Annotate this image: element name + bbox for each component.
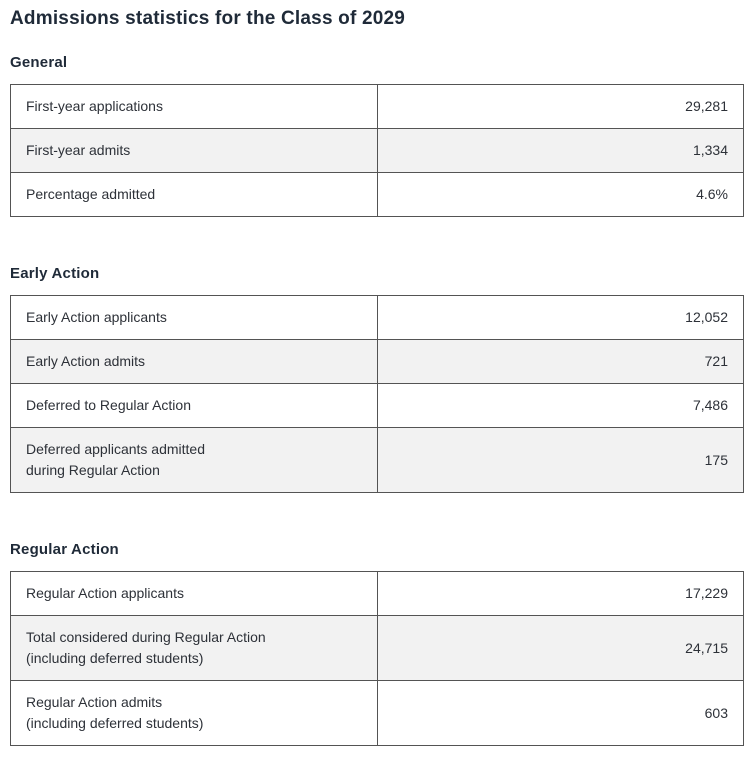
page-title: Admissions statistics for the Class of 2… [10, 8, 406, 29]
row-value: 29,281 [376, 84, 744, 129]
stats-table-body: Early Action applicants 12,052 Early Act… [10, 295, 744, 493]
stats-section: Early Action Early Action applicants 12,… [10, 265, 744, 493]
row-label: Deferred applicants admitted during Regu… [10, 427, 378, 493]
table-row: Total considered during Regular Action (… [10, 615, 744, 681]
stats-section: Regular Action Regular Action applicants… [10, 541, 744, 746]
row-value: 1,334 [376, 128, 744, 173]
stats-table-body: First-year applications 29,281 First-yea… [10, 84, 744, 217]
row-label: Regular Action applicants [10, 571, 378, 616]
row-label: First-year admits [10, 128, 378, 173]
section-heading: General [10, 54, 68, 71]
row-value: 4.6% [376, 172, 744, 217]
stats-table: Regular Action applicants 17,229 Total c… [10, 571, 744, 746]
sections: General First-year applications 29,281 F… [10, 54, 744, 746]
table-row: Deferred to Regular Action 7,486 [10, 383, 744, 428]
table-row: Deferred applicants admitted during Regu… [10, 427, 744, 493]
row-value: 24,715 [376, 615, 744, 681]
row-label: Percentage admitted [10, 172, 378, 217]
row-label: Regular Action admits (including deferre… [10, 680, 378, 746]
table-row: First-year admits 1,334 [10, 128, 744, 173]
row-label: Deferred to Regular Action [10, 383, 378, 428]
row-value: 12,052 [376, 295, 744, 340]
row-value: 17,229 [376, 571, 744, 616]
section-heading: Early Action [10, 265, 100, 282]
table-row: Regular Action admits (including deferre… [10, 680, 744, 746]
section-heading: Regular Action [10, 541, 119, 558]
stats-table: Early Action applicants 12,052 Early Act… [10, 295, 744, 493]
row-value: 721 [376, 339, 744, 384]
row-label: Early Action admits [10, 339, 378, 384]
stats-section: General First-year applications 29,281 F… [10, 54, 744, 217]
row-value: 603 [376, 680, 744, 746]
row-value: 175 [376, 427, 744, 493]
row-label: First-year applications [10, 84, 378, 129]
row-label: Total considered during Regular Action (… [10, 615, 378, 681]
row-value: 7,486 [376, 383, 744, 428]
stats-table-body: Regular Action applicants 17,229 Total c… [10, 571, 744, 746]
table-row: First-year applications 29,281 [10, 84, 744, 129]
table-row: Percentage admitted 4.6% [10, 172, 744, 217]
row-label: Early Action applicants [10, 295, 378, 340]
table-row: Early Action applicants 12,052 [10, 295, 744, 340]
table-row: Regular Action applicants 17,229 [10, 571, 744, 616]
table-row: Early Action admits 721 [10, 339, 744, 384]
stats-table: First-year applications 29,281 First-yea… [10, 84, 744, 217]
